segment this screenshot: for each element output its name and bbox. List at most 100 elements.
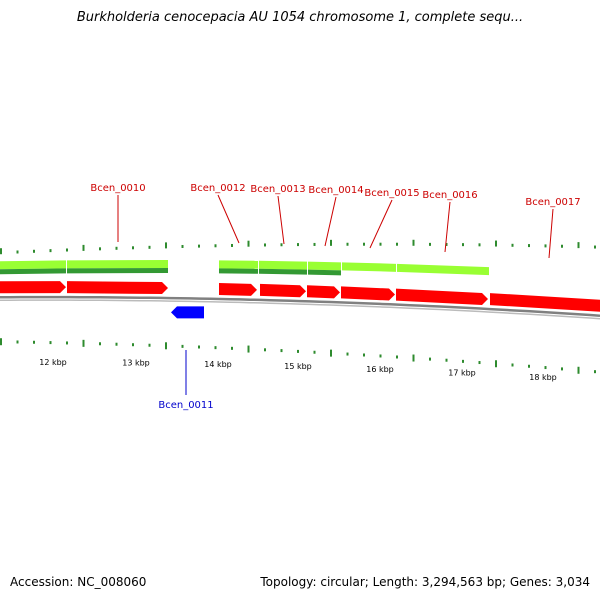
outer-tick (297, 243, 299, 247)
feature-light-bar (308, 261, 341, 271)
inner-tick (445, 358, 448, 362)
inner-tick (330, 349, 332, 357)
outer-tick (511, 243, 514, 247)
outer-tick-row (0, 239, 596, 255)
inner-tick (115, 342, 118, 346)
feature-light-bar (397, 263, 489, 276)
feature-dark-bar (259, 268, 307, 275)
reverse-gene-arrow (171, 306, 204, 319)
forward-gene-arrow (396, 288, 488, 305)
outer-tick (412, 239, 415, 246)
feature-light-bar (259, 260, 307, 270)
outer-tick (132, 246, 134, 250)
outer-tick (49, 249, 52, 253)
inner-tick (181, 344, 184, 348)
scale-label: 15 kbp (284, 362, 312, 371)
inner-tick (280, 349, 283, 353)
scale-label: 13 kbp (122, 359, 150, 368)
inner-tick (247, 345, 250, 353)
outer-tick (313, 242, 316, 246)
gene-callout-line (444, 201, 451, 253)
feature-dark-bar (0, 268, 66, 275)
inner-tick-row (0, 338, 596, 374)
outer-tick (363, 242, 365, 246)
inner-tick (495, 360, 497, 368)
inner-tick (0, 338, 2, 346)
gene-callout-line (548, 208, 554, 259)
outer-tick (561, 244, 563, 248)
gene-label: Bcen_0011 (158, 400, 213, 411)
feature-dark-bar (308, 269, 341, 276)
scale-labels: 12 kbp 13 kbp 14 kbp 15 kbp 16 kbp 17 kbp 18 k… (39, 358, 557, 382)
inner-tick (165, 342, 167, 350)
gene-callout-line (324, 196, 337, 247)
outer-tick (198, 244, 200, 248)
backbone-line (0, 295, 600, 317)
outer-tick (214, 244, 217, 248)
forward-gene-arrow (490, 293, 600, 312)
inner-tick (313, 350, 316, 354)
outer-tick (66, 248, 68, 252)
outer-tick (82, 244, 85, 251)
inner-tick (511, 363, 514, 367)
scale-label: 16 kbp (366, 365, 394, 374)
inner-tick (99, 342, 101, 346)
scale-label: 14 kbp (204, 360, 232, 369)
gene-callout-line (369, 199, 393, 249)
inner-tick (148, 343, 151, 347)
feature-track (0, 260, 489, 276)
outer-tick (478, 243, 481, 247)
outer-tick (577, 242, 580, 249)
forward-gene-arrow (307, 285, 340, 299)
scale-label: 18 kbp (529, 373, 557, 382)
inner-tick (66, 341, 68, 345)
topology-summary: Topology: circular; Length: 3,294,563 bp… (260, 575, 590, 589)
inner-tick (346, 352, 349, 356)
gene-label: Bcen_0014 (308, 185, 363, 196)
forward-gene-arrow (219, 282, 257, 296)
feature-dark-bar (67, 268, 168, 274)
inner-tick (198, 345, 200, 349)
gene-callout-line (277, 195, 285, 245)
inner-tick (49, 341, 52, 345)
outer-tick (181, 244, 184, 248)
forward-gene-arrow (0, 281, 66, 294)
map-title: Burkholderia cenocepacia AU 1054 chromos… (76, 10, 524, 25)
outer-tick (16, 250, 19, 254)
outer-tick (99, 247, 101, 251)
outer-tick (280, 243, 283, 247)
inner-tick (132, 343, 134, 347)
gene-callout-line (217, 194, 240, 244)
backbone-shadow (0, 299, 600, 320)
outer-tick (544, 244, 547, 248)
feature-light-bar (342, 262, 396, 272)
inner-tick (429, 357, 431, 361)
outer-tick (346, 242, 349, 246)
inner-tick (363, 353, 365, 357)
scale-label: 12 kbp (39, 358, 67, 367)
scale-label: 17 kbp (448, 369, 476, 378)
outer-tick (379, 242, 382, 246)
outer-tick (528, 244, 530, 248)
inner-tick (396, 355, 398, 359)
outer-tick (445, 242, 448, 246)
inner-tick (379, 354, 382, 358)
accession-text: Accession: NC_008060 (10, 575, 147, 589)
inner-tick (412, 354, 415, 362)
forward-gene-arrow (260, 283, 306, 298)
outer-tick (165, 242, 167, 249)
inner-tick (528, 364, 530, 368)
inner-tick (33, 340, 35, 344)
outer-tick (330, 239, 332, 246)
outer-tick (0, 248, 2, 255)
inner-tick (561, 367, 563, 371)
outer-tick (33, 249, 35, 253)
backbone (0, 295, 600, 320)
outer-tick (495, 240, 497, 247)
outer-tick (148, 245, 151, 249)
inner-tick (544, 366, 547, 370)
gene-label: Bcen_0015 (364, 188, 419, 199)
feature-light-bar (67, 260, 168, 269)
